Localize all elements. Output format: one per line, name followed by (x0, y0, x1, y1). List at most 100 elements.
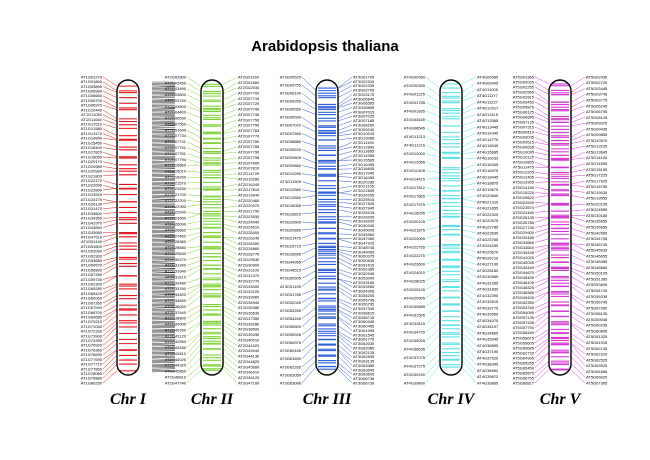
dense-marker-line (151, 365, 176, 367)
connector-line (534, 121, 550, 130)
connector-line (301, 181, 317, 186)
gene-label: AT2G06530 (165, 116, 187, 121)
gene-label: AT3G27945 (353, 206, 375, 211)
gene-label: AT1G53680 (81, 258, 103, 263)
connector-line (534, 187, 550, 191)
connector-line (534, 364, 550, 379)
gene-label: AT4G16975 (477, 168, 499, 173)
connector-line (534, 228, 550, 233)
gene-label: AT5G61915 (586, 340, 608, 345)
connector-line (570, 337, 586, 349)
gene-label: AT1G18050 (81, 154, 103, 159)
gene-label: AT3G45005 (353, 227, 375, 232)
gene-label: AT5G62525 (586, 357, 608, 362)
gene-label: AT1G31470 (81, 206, 103, 211)
connector-line (186, 260, 202, 266)
connector-line (337, 310, 353, 322)
connector-line (186, 112, 202, 119)
connector-line (425, 352, 441, 367)
connector-line (102, 245, 118, 252)
gene-label: AT5G09515 (513, 140, 535, 145)
connector-line (534, 369, 550, 384)
connector-line (102, 343, 118, 355)
gene-label: AT2G22200 (165, 198, 187, 203)
connector-line (534, 291, 550, 303)
gene-label: AT4G11005 (477, 87, 499, 92)
dense-marker-line (151, 106, 176, 108)
gene-label: AT2G42550 (165, 339, 187, 344)
gene-label: AT5G46655 (586, 253, 608, 258)
gene-label: AT5G50105 (586, 271, 608, 276)
connector-line (186, 141, 202, 149)
gene-label: AT3G55500 (280, 324, 302, 329)
connector-line (337, 272, 353, 279)
connector-line (301, 228, 317, 231)
gene-label: AT2G03900 (165, 104, 187, 109)
connector-line (425, 210, 441, 214)
connector-line (425, 226, 441, 231)
gene-label: AT2G33760 (165, 286, 187, 291)
gene-label: AT1G57280 (81, 272, 103, 277)
gene-label: AT2G02900 (165, 74, 187, 79)
gene-label: AT4G29125 (404, 287, 426, 292)
gene-label: AT2G21790 (238, 209, 260, 214)
gene-label: AT2G31370 (238, 273, 260, 278)
gene-label: AT3G21155 (353, 184, 375, 189)
connector-line (570, 99, 586, 108)
connector-line (222, 173, 238, 176)
gene-label: AT2G30270 (165, 257, 187, 262)
connector-line (186, 135, 202, 144)
connector-line (102, 76, 118, 87)
connector-line (301, 189, 317, 193)
connector-line (337, 289, 353, 301)
chromosome-body (315, 79, 339, 376)
connector-line (102, 275, 118, 280)
gene-label: AT4G37520 (477, 355, 499, 360)
connector-line (186, 357, 202, 372)
gene-label: AT5G03775 (586, 97, 608, 102)
connector-line (186, 338, 202, 354)
dense-marker-line (151, 298, 176, 300)
connector-line (570, 356, 586, 372)
connector-line (222, 237, 238, 244)
connector-line (102, 333, 118, 346)
gene-label: AT5G58675 (513, 335, 535, 340)
connector-line (461, 114, 477, 120)
gene-label: AT4G39672 (477, 374, 499, 379)
connector-line (186, 76, 202, 87)
connector-line (222, 279, 238, 287)
gene-label: AT3G10085 (353, 136, 375, 141)
connector-line (534, 204, 550, 208)
connector-line (337, 116, 353, 122)
connector-line (102, 295, 118, 304)
gene-label: AT4G33565 (477, 312, 499, 317)
dense-marker-line (151, 151, 176, 153)
connector-line (222, 340, 238, 351)
gene-label: AT2G47740 (165, 380, 187, 385)
connector-line (102, 90, 118, 98)
gene-label: AT5G56745 (586, 300, 608, 305)
connector-line (102, 217, 118, 219)
connector-line (186, 349, 202, 366)
gene-label: AT2G33000 (238, 284, 260, 289)
connector-line (461, 83, 477, 93)
gene-label: AT3G21475 (280, 235, 302, 240)
dense-marker-line (151, 125, 176, 127)
connector-line (337, 89, 353, 98)
gene-label: AT1G06970 (81, 103, 103, 108)
gene-label: AT5G63525 (586, 363, 608, 368)
gene-label: AT1G75920 (81, 343, 103, 348)
gene-label: AT2G07788 (238, 144, 260, 149)
connector-line (186, 295, 202, 307)
gene-label: AT5G42665 (586, 230, 608, 235)
dense-marker-line (151, 235, 176, 237)
connector-line (186, 268, 202, 278)
chromosome-label: Chr IV (428, 391, 476, 408)
connector-line (186, 235, 202, 242)
connector-line (461, 120, 477, 127)
gene-label: AT3G62695 (353, 354, 375, 359)
connector-line (222, 108, 238, 116)
gene-label: AT3G50835 (353, 258, 375, 263)
connector-line (534, 340, 550, 354)
connector-line (102, 288, 118, 299)
